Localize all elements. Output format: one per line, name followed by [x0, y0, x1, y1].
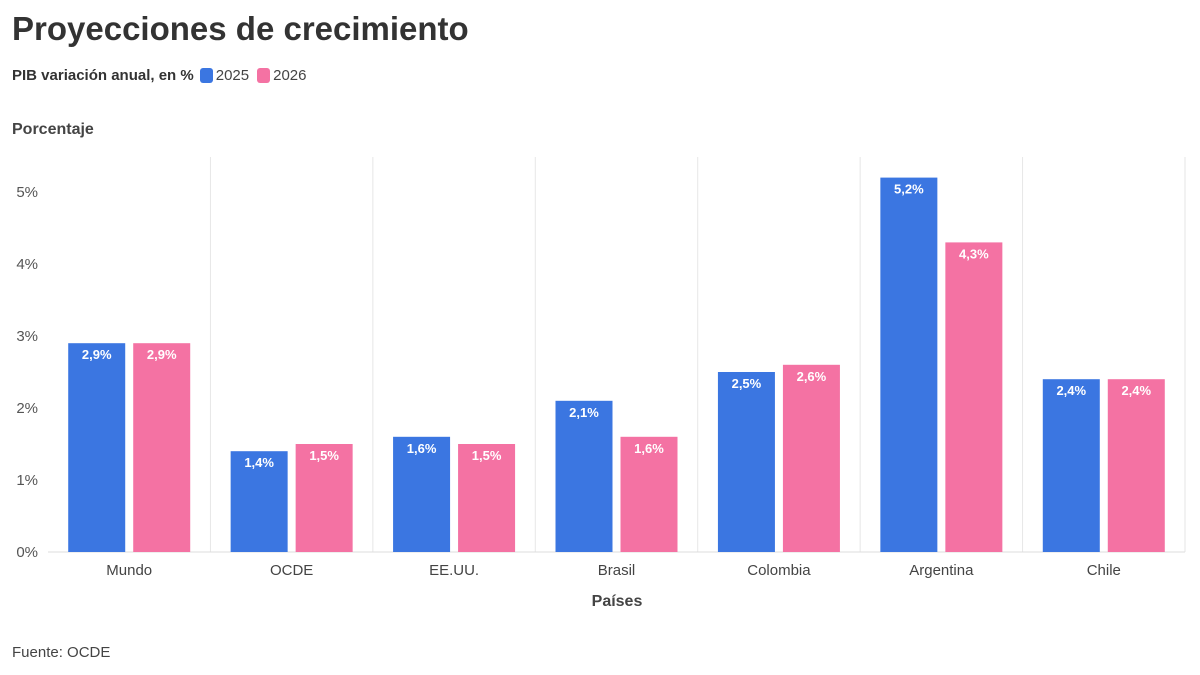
- x-axis-title: Países: [591, 593, 643, 610]
- data-label-2026: 2,9%: [147, 347, 177, 362]
- bar-2025: [880, 177, 938, 552]
- data-label-2025: 2,4%: [1056, 383, 1086, 398]
- bar-2025: [555, 400, 613, 552]
- x-tick-label: Colombia: [747, 562, 811, 579]
- legend-swatch-2026: [257, 68, 271, 83]
- data-label-2025: 1,4%: [244, 455, 274, 470]
- legend-item-2026[interactable]: 2026: [257, 67, 306, 84]
- y-tick-label: 2%: [16, 400, 38, 417]
- chart-subtitle: PIB variación anual, en %: [12, 67, 194, 84]
- y-axis-title: Porcentaje: [12, 121, 94, 138]
- data-label-2025: 2,9%: [82, 347, 112, 362]
- source-note: Fuente: OCDE: [12, 644, 111, 661]
- x-tick-label: Argentina: [909, 562, 974, 579]
- data-label-2026: 4,3%: [959, 246, 989, 261]
- x-tick-label: Chile: [1087, 562, 1121, 579]
- y-tick-label: 3%: [16, 328, 38, 345]
- legend-label-2025: 2025: [215, 67, 250, 84]
- bar-2025: [230, 451, 288, 552]
- data-label-2026: 1,6%: [634, 441, 664, 456]
- data-label-2026: 1,5%: [472, 448, 502, 463]
- bar-2025: [717, 372, 775, 552]
- data-label-2025: 2,5%: [732, 376, 762, 391]
- data-label-2026: 2,6%: [797, 369, 827, 384]
- y-tick-label: 4%: [16, 256, 38, 273]
- x-tick-label: EE.UU.: [429, 562, 479, 579]
- x-tick-label: Brasil: [598, 562, 636, 579]
- bar-2026: [945, 242, 1003, 552]
- data-label-2025: 5,2%: [894, 182, 924, 197]
- legend-item-2025[interactable]: 2025: [199, 67, 250, 84]
- bar-2026: [782, 364, 840, 552]
- bar-2025: [1042, 379, 1100, 552]
- bar-2026: [133, 343, 191, 552]
- y-tick-label: 0%: [16, 544, 38, 561]
- legend-label-2026: 2026: [273, 67, 307, 84]
- legend-swatch-2025: [199, 68, 213, 83]
- bar-2025: [393, 436, 451, 552]
- data-label-2026: 1,5%: [309, 448, 339, 463]
- bar-2026: [620, 436, 678, 552]
- bar-2025: [68, 343, 126, 552]
- y-tick-label: 1%: [16, 472, 38, 489]
- x-tick-label: Mundo: [106, 562, 152, 579]
- data-label-2025: 2,1%: [569, 405, 599, 420]
- chart-title: Proyecciones de crecimiento: [12, 10, 469, 47]
- bar-2026: [295, 444, 353, 552]
- bar-2026: [458, 444, 516, 552]
- y-tick-label: 5%: [16, 184, 38, 201]
- bar-2026: [1107, 379, 1165, 552]
- data-label-2026: 2,4%: [1121, 383, 1151, 398]
- data-label-2025: 1,6%: [407, 441, 437, 456]
- legend: PIB variación anual, en % 2025 2026: [12, 67, 314, 84]
- x-tick-label: OCDE: [270, 562, 313, 579]
